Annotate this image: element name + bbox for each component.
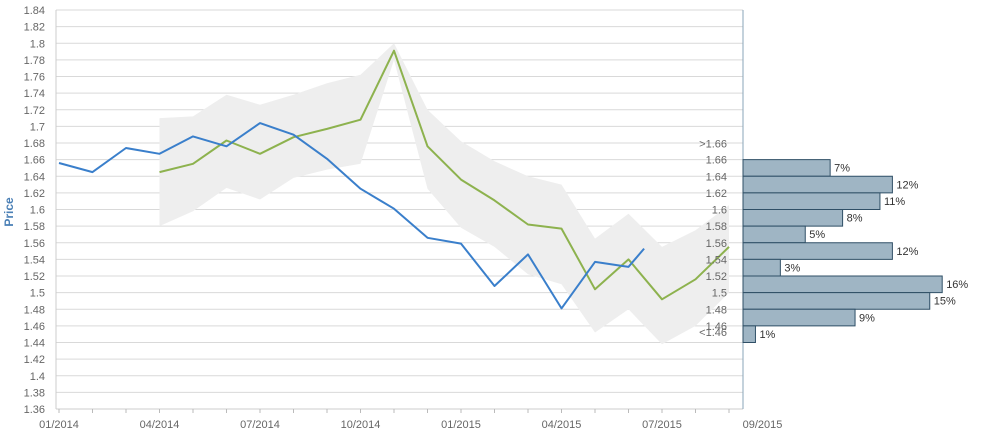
histogram-bin-label: 1.56 [706,238,727,250]
y-tick-label: 1.8 [30,38,45,50]
histogram-pct-label: 11% [884,196,905,208]
forecast-band [159,43,729,345]
y-tick-label: 1.72 [24,105,45,117]
y-tick-label: 1.42 [24,354,45,366]
y-tick-label: 1.68 [24,138,45,150]
series-line-green [159,49,730,301]
y-tick-label: 1.44 [24,338,45,350]
histogram-pct-label: 1% [759,329,775,341]
y-tick-label: 1.46 [24,321,45,333]
series-lines [58,49,730,310]
histogram-bin-label: 1.62 [706,188,727,200]
x-tick-label: 10/2014 [341,419,381,431]
y-tick-label: 1.64 [24,171,45,183]
histogram-pct-label: 7% [834,163,850,175]
histogram-bin-label: 1.6 [712,205,727,217]
histogram-pct-label: 12% [896,246,918,258]
x-tick-label: 04/2014 [140,419,180,431]
y-tick-label: 1.52 [24,271,45,283]
histogram-top-label: >1.66 [699,139,727,151]
histogram-bar [742,292,931,310]
band-area [159,43,729,345]
x-tick-label: 01/2015 [441,419,481,431]
histogram-bin-label: 1.58 [706,221,727,233]
histogram-bar [742,225,806,244]
y-tick-label: 1.5 [30,288,45,300]
y-tick-label: 1.48 [24,304,45,316]
histogram-pct-label: 3% [784,262,800,274]
y-tick-label: 1.38 [24,387,45,399]
histogram-bin-label: 1.48 [706,304,727,316]
y-tick-label: 1.6 [30,205,45,217]
y-tick-label: 1.62 [24,188,45,200]
histogram-bin-label: 1.5 [712,288,727,300]
y-tick-label: 1.56 [24,238,45,250]
histogram-pct-label: 9% [859,312,875,324]
histogram-bar [742,275,943,294]
y-tick-label: 1.4 [30,371,45,383]
x-tick-label: 04/2015 [542,419,582,431]
grid [56,9,743,410]
histogram-bin-label: 1.64 [706,171,727,183]
distribution-histogram: >1.66 1.66 7% 1.64 12% 1.62 11% 1.6 8% 1.58 5% 1.56… [699,139,968,343]
y-tick-label: 1.82 [24,22,45,34]
y-tick-label: 1.58 [24,221,45,233]
y-tick-label: 1.54 [24,254,45,266]
histogram-bar [742,192,881,210]
x-tick-labels: 01/2014 04/2014 07/2014 10/2014 01/2015 04/20… [39,419,782,431]
histogram-bin-label: 1.52 [706,271,727,283]
x-tick-label: 01/2014 [39,419,79,431]
y-axis-label: Price [2,197,16,227]
histogram-bin-label: 1.54 [706,254,727,266]
histogram-bottom-label: <1.46 [699,327,727,339]
histogram-bar [742,242,893,260]
y-tick-label: 1.36 [24,404,45,416]
histogram-bin-label: 1.66 [706,155,727,167]
y-tick-label: 1.76 [24,72,45,84]
histogram-pct-label: 5% [809,229,825,241]
x-tick-label: 09/2015 [743,419,783,431]
y-tick-labels: 1.36 1.38 1.4 1.42 1.44 1.46 1.48 1.5 1.52 1.54 1.… [24,5,45,416]
histogram-pct-label: 16% [946,279,968,291]
x-tick-label: 07/2015 [642,419,682,431]
histogram-pct-label: 15% [934,296,956,308]
y-tick-label: 1.7 [30,121,45,133]
histogram-bar [742,308,856,327]
series-line-blue [58,122,645,310]
histogram-bar [742,159,831,177]
y-tick-label: 1.74 [24,88,45,100]
histogram-bin-label: 1.46 [706,321,727,333]
y-tick-label: 1.66 [24,155,45,167]
histogram-pct-label: 12% [896,179,918,191]
y-tick-label: 1.78 [24,55,45,67]
x-tick-label: 07/2014 [240,419,280,431]
histogram-bar [742,209,844,227]
histogram-bar [742,258,781,277]
histogram-pct-label: 8% [847,213,863,225]
y-tick-label: 1.84 [24,5,45,17]
histogram-bar [742,325,756,343]
histogram-bar [742,175,893,194]
